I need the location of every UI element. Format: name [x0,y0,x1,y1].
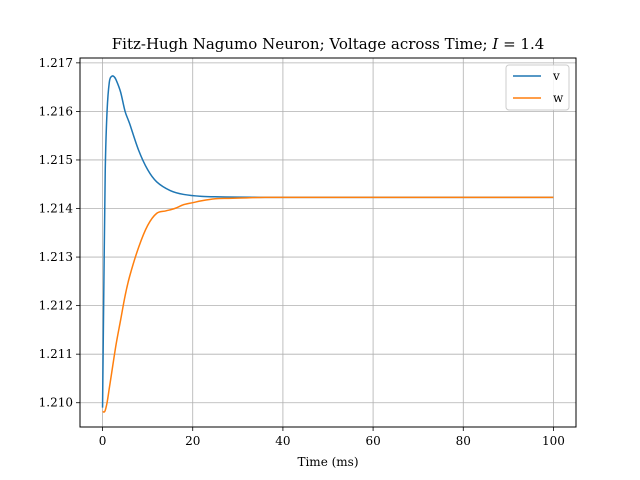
chart-title-suffix: = 1.4 [498,35,544,53]
y-tick-label: 1.216 [39,104,73,118]
grid-lines [80,58,576,427]
chart-title: Fitz-Hugh Nagumo Neuron; Voltage across … [112,35,545,53]
y-tick-label: 1.214 [39,202,74,216]
x-tick-label: 20 [185,434,200,448]
y-tick-label: 1.212 [39,299,73,313]
plot-frame [79,57,577,428]
chart-title-variable: I [491,35,499,53]
legend-label-v: v [552,69,560,83]
y-axis-ticks: 1.210 1.211 1.212 1.213 1.214 1.215 1.216 1.217 [39,56,80,410]
y-tick-label: 1.210 [39,396,73,410]
x-tick-label: 100 [542,434,565,448]
legend: vw [505,64,570,111]
x-tick-label: 60 [365,434,380,448]
x-tick-label: 40 [275,434,290,448]
x-axis-ticks: 0 20 40 60 80 100 [99,427,565,448]
legend-label-w: w [553,91,564,105]
y-tick-label: 1.215 [39,153,73,167]
y-tick-label: 1.213 [39,250,73,264]
series-line-w [102,196,554,413]
chart-title-prefix: Fitz-Hugh Nagumo Neuron; Voltage across … [112,35,493,53]
x-tick-label: 0 [99,434,107,448]
x-axis-label: Time (ms) [297,455,358,469]
x-tick-label: 80 [456,434,471,448]
y-tick-label: 1.211 [39,347,73,361]
series-lines [101,75,554,413]
y-tick-label: 1.217 [39,56,73,70]
